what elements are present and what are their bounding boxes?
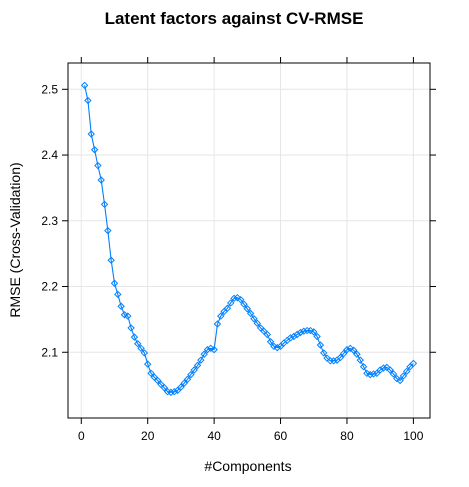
data-point bbox=[90, 146, 99, 154]
x-tick-label: 20 bbox=[141, 429, 155, 443]
y-tick-label: 2.5 bbox=[41, 82, 58, 96]
data-point bbox=[409, 359, 418, 368]
data-point bbox=[386, 366, 394, 374]
y-tick-label: 2.4 bbox=[41, 148, 58, 162]
data-point bbox=[130, 333, 139, 341]
data-point bbox=[399, 372, 408, 380]
data-point bbox=[223, 304, 232, 312]
data-point bbox=[353, 350, 361, 358]
x-tick-label: 80 bbox=[340, 429, 354, 443]
data-point bbox=[117, 302, 125, 310]
data-point bbox=[180, 379, 188, 387]
data-point bbox=[110, 279, 119, 287]
data-point bbox=[217, 312, 225, 320]
data-point bbox=[210, 345, 218, 354]
data-point bbox=[114, 290, 122, 299]
data-point bbox=[140, 349, 149, 357]
data-point bbox=[190, 366, 198, 374]
data-point bbox=[393, 374, 401, 383]
data-point bbox=[134, 340, 142, 348]
data-point bbox=[296, 328, 305, 337]
series-layer bbox=[80, 81, 418, 397]
data-point bbox=[230, 294, 238, 303]
data-point bbox=[94, 161, 102, 170]
data-point bbox=[379, 364, 388, 372]
y-tick-label: 2.1 bbox=[41, 345, 58, 359]
data-point bbox=[193, 361, 202, 370]
data-point bbox=[227, 299, 235, 307]
data-point bbox=[253, 319, 262, 328]
plot-frame bbox=[67, 62, 431, 419]
data-point bbox=[143, 360, 152, 368]
data-point bbox=[356, 356, 364, 364]
data-point bbox=[310, 328, 318, 336]
data-point bbox=[263, 330, 271, 339]
data-point bbox=[266, 338, 275, 346]
y-axis: 2.1 2.2 2.3 2.4 2.5 bbox=[41, 82, 436, 359]
data-point bbox=[187, 370, 195, 379]
data-point bbox=[286, 334, 295, 342]
x-tick-label: 0 bbox=[78, 429, 85, 443]
data-point bbox=[233, 293, 242, 302]
x-tick-label: 40 bbox=[207, 429, 221, 443]
data-point bbox=[346, 344, 355, 353]
data-point bbox=[203, 345, 212, 354]
data-point bbox=[389, 370, 398, 378]
x-axis-label: #Components bbox=[204, 458, 291, 474]
data-point bbox=[329, 357, 338, 365]
data-point bbox=[243, 305, 252, 313]
data-point bbox=[236, 295, 245, 304]
data-point bbox=[359, 363, 368, 371]
data-point bbox=[80, 81, 89, 90]
data-point bbox=[396, 376, 404, 385]
x-tick-label: 100 bbox=[403, 429, 423, 443]
data-point bbox=[170, 387, 178, 396]
y-tick-label: 2.3 bbox=[41, 214, 58, 228]
data-point bbox=[313, 332, 321, 341]
data-point bbox=[177, 383, 185, 391]
data-point bbox=[250, 315, 258, 323]
data-point bbox=[87, 130, 95, 138]
data-point bbox=[124, 312, 132, 320]
data-point bbox=[343, 345, 351, 354]
data-point bbox=[200, 350, 208, 358]
grid-lines bbox=[68, 63, 430, 418]
data-point bbox=[336, 353, 345, 362]
series-line-0 bbox=[84, 85, 414, 393]
data-point bbox=[349, 346, 358, 354]
data-point bbox=[127, 324, 135, 332]
data-point bbox=[160, 384, 169, 392]
data-point bbox=[246, 309, 255, 318]
data-point bbox=[107, 256, 115, 264]
x-tick-label: 60 bbox=[274, 429, 288, 443]
data-point bbox=[104, 226, 112, 235]
data-point bbox=[403, 367, 411, 376]
data-point bbox=[167, 388, 175, 397]
data-point bbox=[316, 341, 325, 349]
data-point bbox=[369, 370, 378, 378]
y-axis-label: RMSE (Cross-Validation) bbox=[7, 162, 23, 317]
data-point bbox=[153, 376, 162, 385]
data-point bbox=[320, 349, 328, 357]
data-point bbox=[213, 320, 222, 328]
data-point bbox=[339, 349, 348, 358]
data-point bbox=[100, 200, 109, 209]
data-point bbox=[84, 96, 92, 105]
data-point bbox=[273, 343, 281, 352]
data-point bbox=[240, 300, 248, 308]
data-point bbox=[300, 327, 308, 335]
data-point bbox=[197, 356, 205, 364]
data-point bbox=[183, 375, 192, 383]
data-point bbox=[97, 176, 105, 184]
data-point bbox=[147, 369, 155, 378]
data-point bbox=[137, 344, 145, 353]
chart-title: Latent factors against CV-RMSE bbox=[105, 9, 364, 28]
x-axis: 0 20 40 60 80 100 bbox=[78, 57, 424, 443]
y-tick-label: 2.2 bbox=[41, 280, 58, 294]
data-point bbox=[366, 370, 374, 379]
